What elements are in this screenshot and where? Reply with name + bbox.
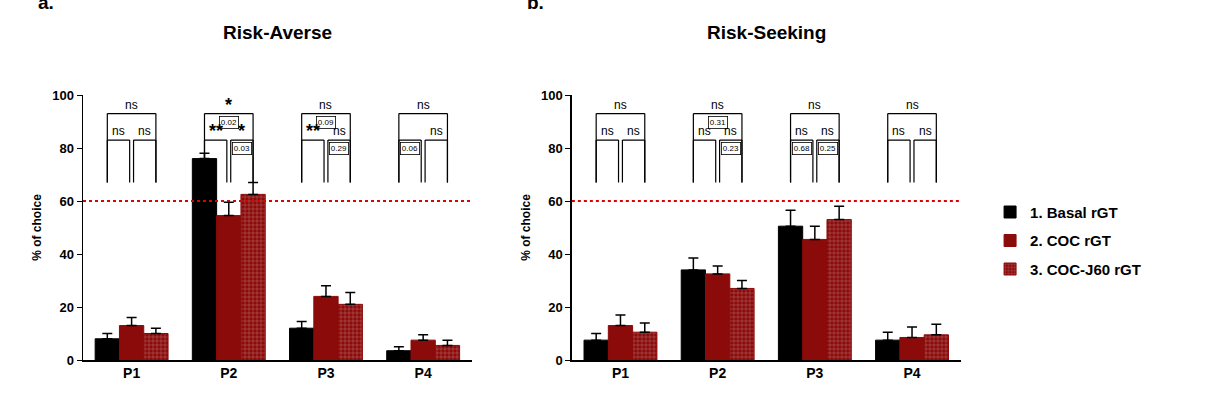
svg-text:P2: P2 [220,365,237,381]
svg-text:2. COC rGT: 2. COC rGT [1030,232,1111,249]
svg-text:P3: P3 [317,365,334,381]
svg-text:0.25: 0.25 [820,144,836,153]
svg-text:ns: ns [919,124,932,138]
svg-text:ns: ns [698,124,711,138]
svg-text:ns: ns [906,98,919,112]
svg-text:60: 60 [59,194,73,209]
svg-text:ns: ns [319,98,332,112]
svg-text:ns: ns [614,98,627,112]
svg-text:% of choice: % of choice [519,194,533,261]
svg-text:ns: ns [795,124,808,138]
svg-text:0: 0 [67,353,74,368]
svg-text:20: 20 [59,300,73,315]
svg-text:**: ** [306,121,320,141]
svg-text:1. Basal rGT: 1. Basal rGT [1030,204,1118,221]
svg-text:P3: P3 [806,365,823,381]
svg-text:ns: ns [724,124,737,138]
svg-text:20: 20 [548,300,562,315]
svg-text:0.09: 0.09 [318,118,334,127]
svg-text:ns: ns [417,98,430,112]
svg-text:ns: ns [711,98,724,112]
svg-text:P4: P4 [415,365,432,381]
svg-text:0.31: 0.31 [710,118,726,127]
svg-text:ns: ns [112,124,125,138]
svg-text:0: 0 [556,353,563,368]
svg-text:3. COC-J60 rGT: 3. COC-J60 rGT [1030,261,1141,278]
svg-text:0.06: 0.06 [402,144,418,153]
svg-text:**: ** [209,121,223,141]
svg-text:a.: a. [38,0,54,13]
svg-text:0.29: 0.29 [331,144,347,153]
svg-text:ns: ns [821,124,834,138]
svg-text:P2: P2 [709,365,726,381]
svg-text:b.: b. [527,0,544,13]
svg-text:40: 40 [59,247,73,262]
svg-text:P4: P4 [903,365,920,381]
svg-text:0.23: 0.23 [723,144,739,153]
svg-text:60: 60 [548,194,562,209]
svg-text:0.03: 0.03 [234,144,250,153]
svg-text:ns: ns [333,124,346,138]
svg-text:80: 80 [59,141,73,156]
svg-text:ns: ns [892,124,905,138]
svg-text:*: * [225,95,232,115]
svg-text:100: 100 [52,88,74,103]
svg-text:P1: P1 [612,365,629,381]
svg-text:0.68: 0.68 [794,144,810,153]
svg-text:ns: ns [138,124,151,138]
svg-text:% of choice: % of choice [30,194,44,261]
svg-text:ns: ns [430,124,443,138]
svg-text:ns: ns [125,98,138,112]
svg-text:0.02: 0.02 [221,118,237,127]
svg-text:80: 80 [548,141,562,156]
svg-text:ns: ns [627,124,640,138]
svg-text:Risk-Averse: Risk-Averse [223,22,332,43]
svg-text:Risk-Seeking: Risk-Seeking [707,22,826,43]
svg-text:40: 40 [548,247,562,262]
svg-text:*: * [238,121,245,141]
svg-text:100: 100 [541,88,563,103]
svg-text:P1: P1 [123,365,140,381]
svg-text:ns: ns [601,124,614,138]
svg-text:ns: ns [808,98,821,112]
